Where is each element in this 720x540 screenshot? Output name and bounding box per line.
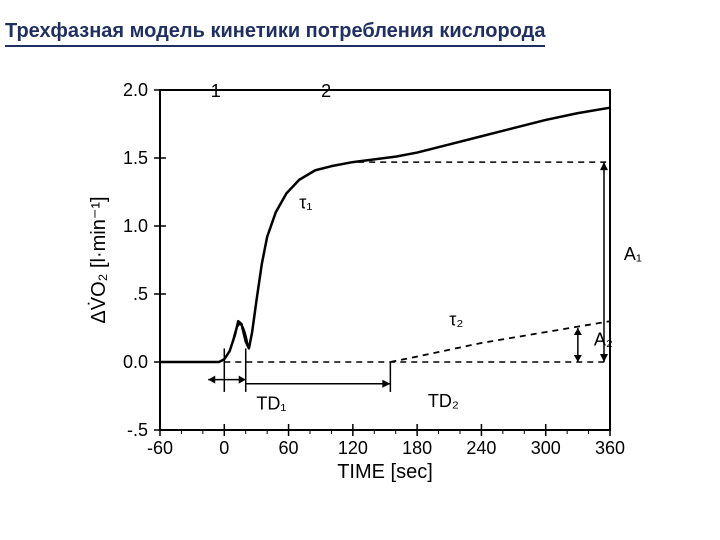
arrow-head (239, 376, 246, 384)
main-curve (160, 108, 610, 362)
annotation-TD1: TD₁ (256, 394, 286, 414)
y-tick-label: 1.5 (123, 148, 148, 168)
x-tick-label: 360 (595, 438, 625, 458)
y-axis-label: ΔV̇O₂ [l·min⁻¹] (88, 196, 110, 323)
annotation-A2: A₂ (594, 330, 613, 350)
x-tick-label: -60 (147, 438, 173, 458)
y-tick-label: 1.0 (123, 216, 148, 236)
arrow-head (574, 328, 582, 335)
annotation-tau2: τ₂ (449, 309, 463, 329)
annotation-tau1: τ₁ (299, 192, 312, 212)
annotation-TD2: TD₂ (428, 391, 459, 411)
phase-label: 2 (321, 81, 331, 101)
kinetics-chart: -60 0 60 120 180 240 300 360 TIME [sec] -.5 0.0 .5 1… (70, 60, 650, 520)
page-title: Трехфазная модель кинетики потребления к… (5, 20, 545, 47)
arrow-head (574, 355, 582, 362)
x-axis-label: TIME [sec] (337, 461, 433, 483)
x-tick-label: 180 (402, 438, 432, 458)
arrow-head (600, 162, 608, 170)
x-tick-label: 240 (466, 438, 496, 458)
y-tick-label: 0.0 (123, 352, 148, 372)
y-tick-label: -.5 (127, 420, 148, 440)
y-tick-label: 2.0 (123, 80, 148, 100)
x-tick-label: 120 (338, 438, 368, 458)
arrow-head (600, 354, 608, 362)
y-tick-label: .5 (133, 284, 148, 304)
x-tick-label: 0 (219, 438, 229, 458)
x-tick-label: 60 (279, 438, 299, 458)
arrow-head (382, 380, 390, 388)
annotation-A1: A₁ (624, 244, 642, 264)
phase-label: 1 (211, 81, 221, 101)
arrow-head (208, 376, 215, 384)
x-tick-label: 300 (531, 438, 561, 458)
